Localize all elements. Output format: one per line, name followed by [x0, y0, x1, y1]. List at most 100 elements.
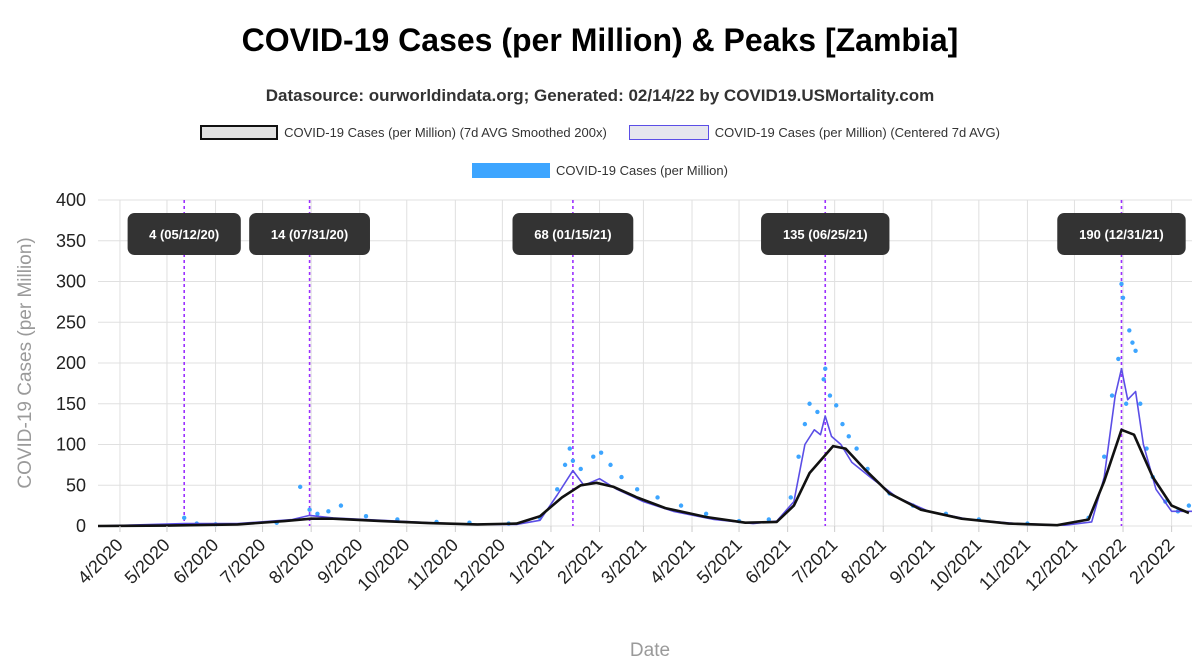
raw-data-point: [1130, 340, 1135, 345]
raw-data-point: [634, 487, 640, 492]
raw-data-point: [1186, 503, 1192, 508]
x-tick-label: 7/2020: [216, 535, 269, 588]
raw-data-point: [578, 466, 583, 472]
raw-data-point: [840, 421, 845, 427]
raw-data-point: [1116, 356, 1121, 362]
peak-label-text: 68 (01/15/21): [534, 227, 611, 242]
raw-data-point: [608, 462, 613, 468]
smoothed-series-layer: [97, 428, 1190, 528]
raw-series-layer: [182, 281, 1192, 527]
raw-data-point: [834, 403, 839, 408]
raw-data-point: [1120, 295, 1126, 300]
x-tick-label: 7/2021: [788, 535, 841, 588]
legend-label-smoothed: COVID-19 Cases (per Million) (7d AVG Smo…: [284, 125, 607, 140]
x-tick-label: 4/2020: [74, 535, 127, 588]
y-tick-label: 50: [66, 475, 86, 495]
y-tick-label: 150: [56, 394, 86, 414]
smoothed-series-line: [97, 428, 1190, 528]
peak-label-text: 4 (05/12/20): [149, 227, 219, 242]
raw-data-point: [1138, 401, 1143, 406]
y-tick-label: 250: [56, 312, 86, 332]
raw-data-point: [821, 377, 826, 382]
raw-data-point: [815, 409, 820, 415]
raw-data-point: [1119, 281, 1124, 287]
raw-data-point: [796, 454, 801, 459]
legend-swatch-avg7: [628, 125, 709, 140]
peak-label-box: [512, 213, 634, 255]
legend-row-2: COVID-19 Cases (per Million): [0, 163, 1200, 178]
x-tick-label: 5/2021: [693, 535, 746, 588]
raw-data-point: [766, 517, 772, 522]
raw-data-point: [1102, 454, 1107, 459]
raw-data-point: [326, 509, 331, 514]
y-tick-label: 300: [56, 272, 86, 292]
peak-label-text: 135 (06/25/21): [783, 227, 868, 242]
y-tick-label: 400: [56, 190, 86, 210]
x-tick-label: 6/2020: [169, 535, 222, 588]
raw-data-point: [591, 454, 596, 459]
raw-data-point: [182, 515, 187, 521]
raw-data-point: [315, 511, 320, 516]
raw-data-point: [570, 458, 576, 463]
y-tick-label: 350: [56, 231, 86, 251]
x-tick-label: 1/2021: [505, 535, 558, 588]
raw-data-point: [703, 511, 709, 516]
raw-data-point: [1133, 348, 1138, 353]
legend-item-raw[interactable]: COVID-19 Cases (per Million): [472, 163, 728, 178]
x-tick-label: 10/2021: [926, 535, 986, 595]
raw-data-point: [307, 507, 312, 512]
raw-data-point: [598, 450, 604, 455]
raw-data-point: [567, 446, 572, 451]
legend-label-avg7: COVID-19 Cases (per Million) (Centered 7…: [714, 125, 1000, 140]
x-tick-label: 2/2022: [1125, 535, 1178, 588]
raw-data-point: [846, 434, 851, 439]
x-axis-title: Date: [630, 640, 670, 661]
raw-data-point: [619, 474, 624, 480]
x-tick-label: 2/2021: [553, 535, 606, 588]
legend-swatch-raw: [472, 163, 551, 178]
peak-label-box: [761, 213, 890, 255]
legend-label-raw: COVID-19 Cases (per Million): [556, 163, 728, 178]
x-tick-label: 3/2021: [597, 535, 650, 588]
raw-data-point: [802, 421, 808, 427]
x-tick-label: 4/2021: [646, 535, 699, 588]
raw-data-point: [297, 484, 303, 490]
raw-data-point: [1127, 328, 1132, 333]
x-tick-label: 12/2021: [1021, 535, 1081, 595]
raw-data-point: [827, 393, 833, 398]
y-tick-label: 0: [76, 516, 86, 536]
peak-label-box: [127, 213, 241, 255]
raw-data-point: [788, 495, 793, 500]
x-tick-label: 8/2020: [265, 535, 318, 588]
peak-label-box: [249, 213, 370, 255]
y-tick-label: 200: [56, 353, 86, 373]
raw-data-point: [854, 446, 859, 451]
raw-data-point: [655, 495, 660, 500]
raw-data-point: [823, 366, 828, 371]
raw-data-point: [363, 514, 369, 519]
chart-subtitle: Datasource: ourworldindata.org; Generate…: [265, 86, 935, 105]
chart-title: COVID-19 Cases (per Million) & Peaks [Za…: [241, 22, 959, 58]
x-tick-label: 12/2020: [449, 535, 509, 595]
peak-label-text: 190 (12/31/21): [1079, 227, 1164, 242]
raw-data-point: [1123, 401, 1129, 406]
raw-data-point: [338, 503, 344, 508]
legend-item-smoothed[interactable]: COVID-19 Cases (per Million) (7d AVG Smo…: [200, 125, 607, 140]
peak-label-box: [1057, 213, 1186, 255]
raw-data-point: [807, 401, 812, 406]
y-axis-title: COVID-19 Cases (per Million): [15, 237, 36, 488]
legend-swatch-smoothed: [200, 125, 279, 140]
raw-data-point: [555, 487, 560, 492]
raw-data-point: [678, 503, 684, 508]
x-tick-label: 5/2020: [121, 535, 174, 588]
raw-data-point: [562, 462, 568, 468]
legend-row-1: COVID-19 Cases (per Million) (7d AVG Smo…: [0, 125, 1200, 140]
raw-data-point: [1109, 393, 1115, 398]
x-tick-label: 8/2021: [837, 535, 890, 588]
x-tick-label: 1/2022: [1077, 535, 1130, 588]
legend-item-avg7[interactable]: COVID-19 Cases (per Million) (Centered 7…: [628, 125, 1000, 140]
x-tick-label: 6/2021: [741, 535, 794, 588]
peak-labels-layer: 4 (05/12/20) 14 (07/31/20) 68 (01/15/21) 13…: [127, 213, 1186, 255]
y-tick-label: 100: [56, 435, 86, 455]
